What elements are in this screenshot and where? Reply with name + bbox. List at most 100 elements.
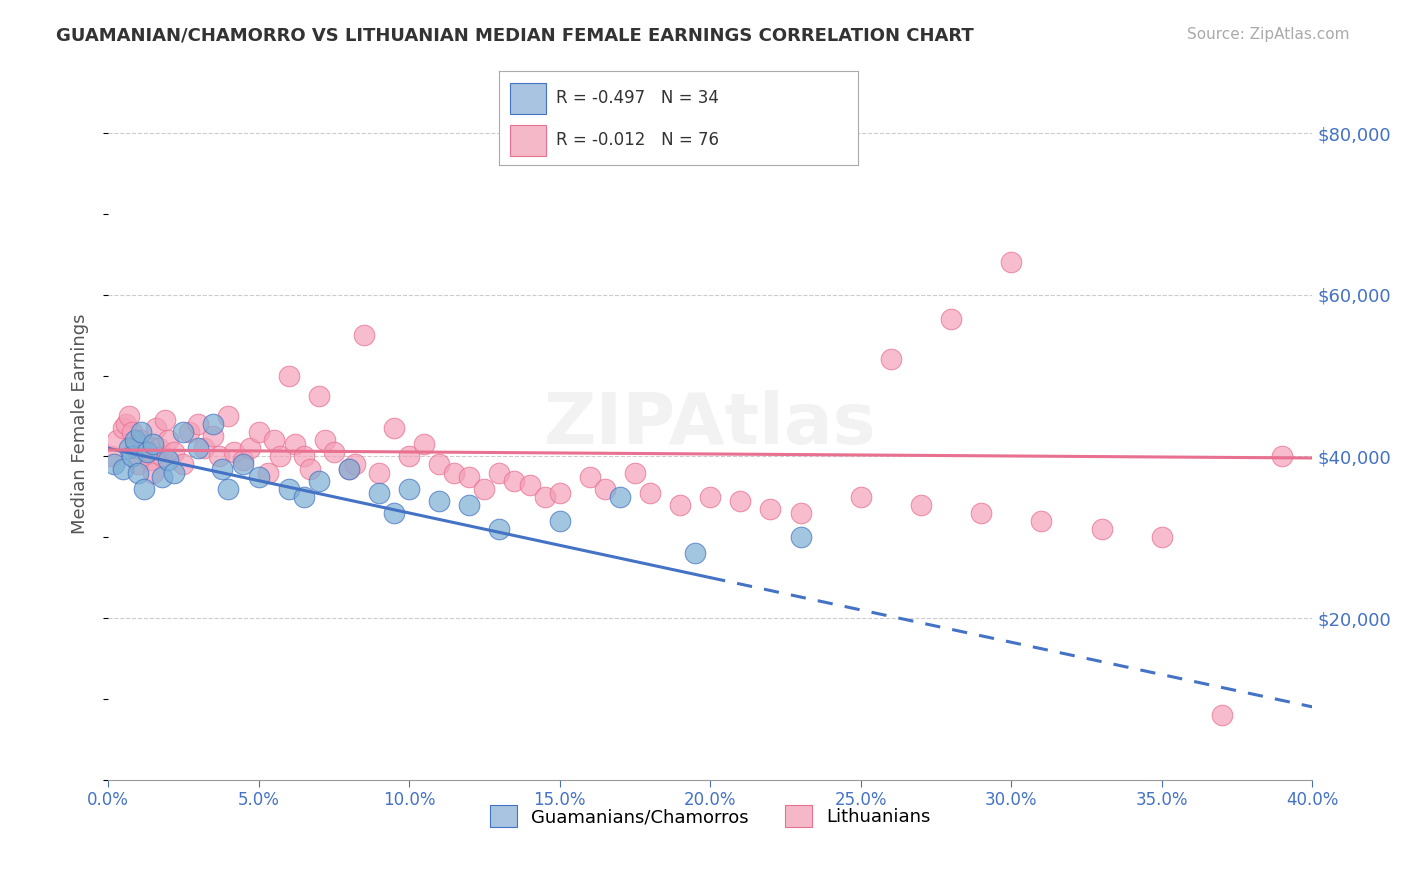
Point <box>1091 522 1114 536</box>
Bar <box>510 83 546 113</box>
Point <box>129 425 152 439</box>
Point <box>322 445 344 459</box>
Point <box>368 466 391 480</box>
Point <box>263 434 285 448</box>
Point <box>533 490 555 504</box>
Point <box>308 389 330 403</box>
Point <box>488 522 510 536</box>
Point <box>150 469 173 483</box>
Point <box>112 461 135 475</box>
Point <box>208 450 231 464</box>
Point <box>112 421 135 435</box>
Point <box>136 445 159 459</box>
Point <box>247 469 270 483</box>
Point <box>292 450 315 464</box>
Point <box>134 482 156 496</box>
Legend: Guamanians/Chamorros, Lithuanians: Guamanians/Chamorros, Lithuanians <box>482 798 938 835</box>
Point <box>458 498 481 512</box>
Point <box>124 434 146 448</box>
Point <box>100 450 122 464</box>
Point <box>413 437 436 451</box>
Point <box>308 474 330 488</box>
Point <box>880 352 903 367</box>
Point <box>172 458 194 472</box>
Point <box>699 490 721 504</box>
Point <box>382 421 405 435</box>
Point <box>578 469 600 483</box>
Point <box>142 466 165 480</box>
Point <box>127 466 149 480</box>
Text: ZIPAtlas: ZIPAtlas <box>544 390 876 458</box>
Point <box>427 493 450 508</box>
Point <box>179 425 201 439</box>
Point <box>172 425 194 439</box>
Point <box>217 482 239 496</box>
Point <box>1150 530 1173 544</box>
Point <box>193 442 215 456</box>
Point <box>115 417 138 431</box>
Point <box>593 482 616 496</box>
Point <box>217 409 239 423</box>
Point <box>669 498 692 512</box>
Point <box>759 502 782 516</box>
Point <box>939 312 962 326</box>
Point <box>202 417 225 431</box>
Text: GUAMANIAN/CHAMORRO VS LITHUANIAN MEDIAN FEMALE EARNINGS CORRELATION CHART: GUAMANIAN/CHAMORRO VS LITHUANIAN MEDIAN … <box>56 27 974 45</box>
Point <box>638 485 661 500</box>
Point <box>849 490 872 504</box>
Point <box>789 530 811 544</box>
Point <box>277 368 299 383</box>
Point <box>548 514 571 528</box>
Point <box>298 461 321 475</box>
Point <box>118 409 141 423</box>
Point <box>136 445 159 459</box>
Point <box>232 458 254 472</box>
Point <box>337 461 360 475</box>
Y-axis label: Median Female Earnings: Median Female Earnings <box>72 314 89 534</box>
Point <box>503 474 526 488</box>
Text: R = -0.497   N = 34: R = -0.497 N = 34 <box>557 89 720 107</box>
Point <box>427 458 450 472</box>
Point <box>124 442 146 456</box>
Point <box>202 429 225 443</box>
Point <box>134 437 156 451</box>
Point <box>458 469 481 483</box>
Point <box>121 425 143 439</box>
Point <box>163 445 186 459</box>
Point <box>118 442 141 456</box>
Point <box>910 498 932 512</box>
Point <box>127 458 149 472</box>
Point <box>247 425 270 439</box>
Point <box>353 328 375 343</box>
Point <box>789 506 811 520</box>
Point <box>232 453 254 467</box>
Point <box>398 450 420 464</box>
Point <box>382 506 405 520</box>
Point <box>343 458 366 472</box>
Point <box>368 485 391 500</box>
Point <box>269 450 291 464</box>
Point <box>284 437 307 451</box>
Point <box>187 442 209 456</box>
Point <box>224 445 246 459</box>
Point <box>157 453 180 467</box>
Point <box>337 461 360 475</box>
Point <box>398 482 420 496</box>
Point <box>238 442 260 456</box>
Point <box>139 453 162 467</box>
Point <box>1211 708 1233 723</box>
Point <box>211 461 233 475</box>
Point <box>519 477 541 491</box>
Point <box>548 485 571 500</box>
Point <box>187 417 209 431</box>
Point <box>129 434 152 448</box>
Point <box>970 506 993 520</box>
Point <box>292 490 315 504</box>
Point <box>103 458 125 472</box>
Point <box>443 466 465 480</box>
Point <box>157 434 180 448</box>
Point <box>609 490 631 504</box>
Text: Source: ZipAtlas.com: Source: ZipAtlas.com <box>1187 27 1350 42</box>
Point <box>150 450 173 464</box>
Point <box>314 434 336 448</box>
